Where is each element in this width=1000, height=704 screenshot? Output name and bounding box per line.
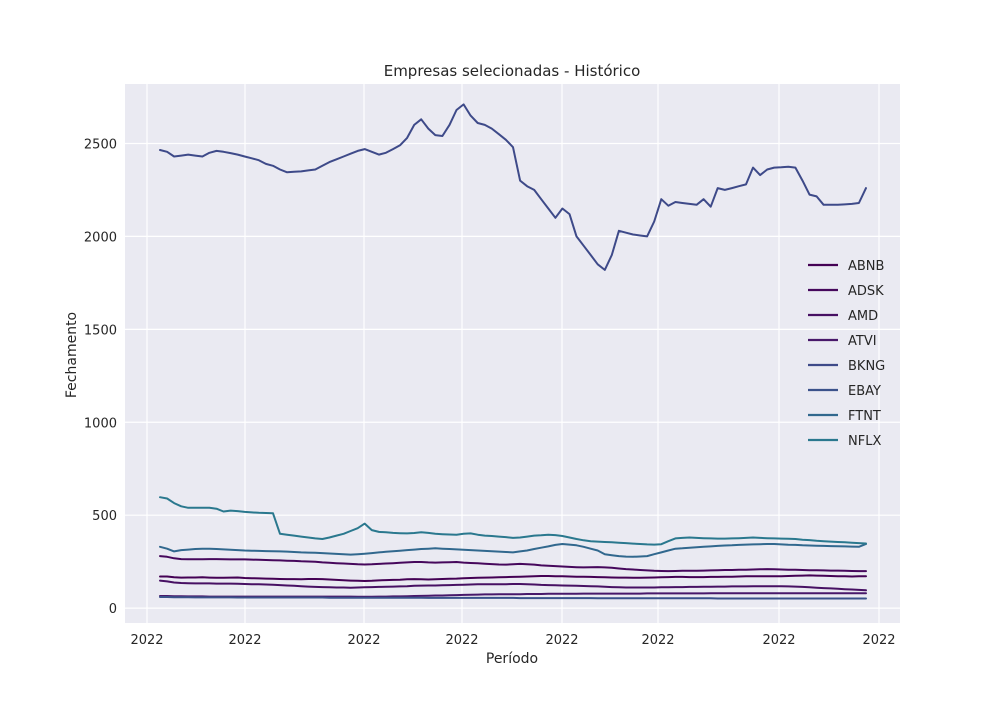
legend-label-atvi: ATVI: [848, 334, 877, 349]
series-line-amd: [159, 579, 867, 592]
x-tick-label: 2022: [445, 633, 478, 648]
axis-ticks: 0 500 1000 1500 2000 2500 2022 2022 2022 2022 2022…: [84, 137, 896, 648]
legend-label-bkng: BKNG: [848, 359, 885, 374]
x-tick-label: 2022: [762, 633, 795, 648]
x-tick-label: 2022: [862, 633, 895, 648]
legend-label-abnb: ABNB: [848, 259, 884, 274]
legend: ABNB ADSK AMD ATVI BKNG EBAY FTNT NFLX: [808, 259, 885, 449]
legend-label-ebay: EBAY: [848, 384, 881, 399]
x-tick-label: 2022: [228, 633, 261, 648]
y-tick-label: 0: [109, 602, 117, 617]
y-tick-label: 2000: [84, 230, 117, 245]
y-tick-label: 2500: [84, 137, 117, 152]
x-tick-label: 2022: [347, 633, 380, 648]
legend-label-adsk: ADSK: [848, 284, 884, 299]
plot-background: [125, 84, 900, 623]
x-tick-label: 2022: [641, 633, 674, 648]
series-line-adsk: [159, 555, 867, 573]
y-axis-label: Fechamento: [64, 312, 80, 398]
series-line-abnb: [159, 574, 867, 582]
series-line-bkng: [159, 103, 867, 271]
legend-label-ftnt: FTNT: [848, 409, 881, 424]
series-line-ftnt: [159, 543, 867, 558]
series-line-ebay: [159, 596, 867, 600]
legend-label-nflx: NFLX: [848, 434, 881, 449]
x-tick-label: 2022: [545, 633, 578, 648]
series-line-nflx: [159, 496, 867, 546]
y-tick-label: 1000: [84, 416, 117, 431]
y-tick-label: 1500: [84, 323, 117, 338]
x-axis-label: Período: [486, 651, 538, 667]
x-tick-label: 2022: [130, 633, 163, 648]
y-tick-label: 500: [92, 509, 117, 524]
legend-label-amd: AMD: [848, 309, 878, 324]
grid: [125, 84, 900, 623]
chart-title: Empresas selecionadas - Histórico: [384, 62, 641, 80]
series-lines: [159, 103, 867, 600]
